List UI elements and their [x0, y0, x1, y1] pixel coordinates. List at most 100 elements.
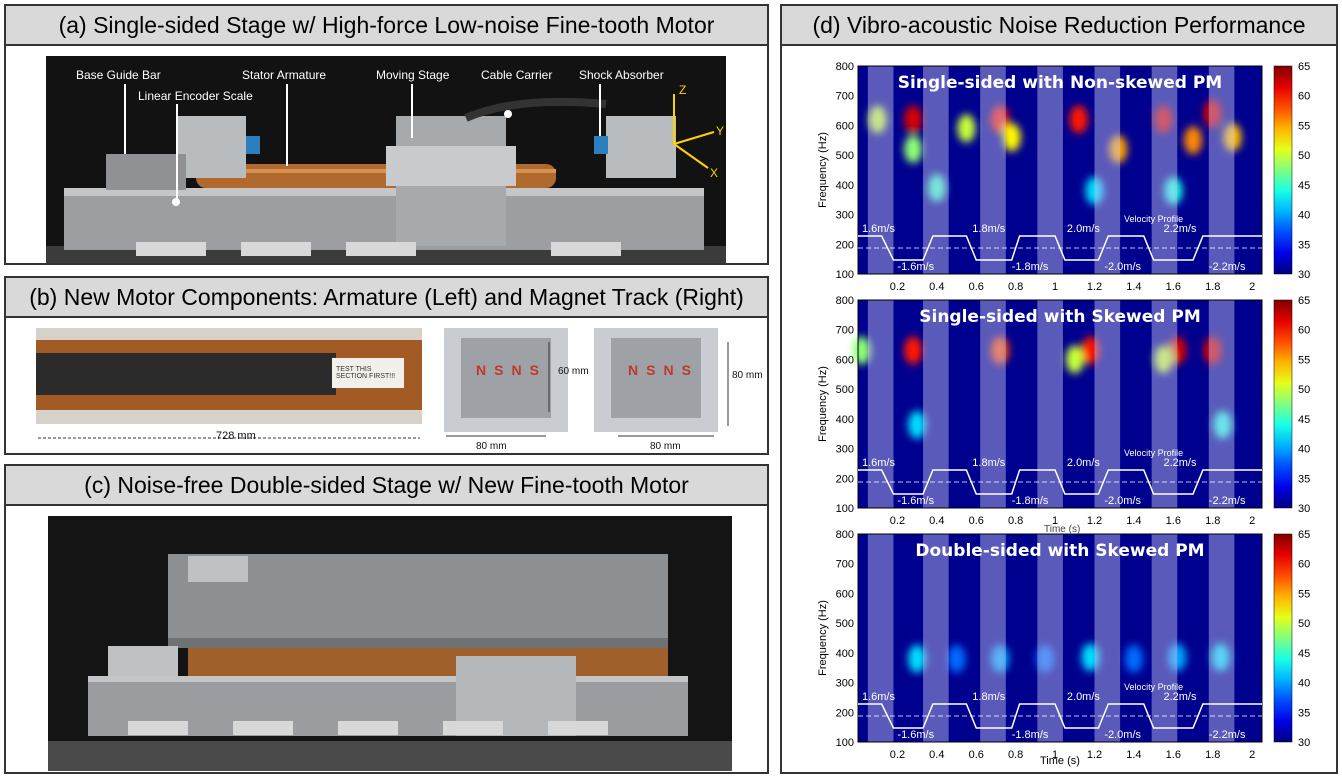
- plot-background: [858, 534, 1262, 742]
- velocity-profile-line: [858, 703, 1262, 729]
- x-tick-10: 2: [1249, 281, 1255, 293]
- x-tick-7: 1.4: [1126, 749, 1141, 761]
- hotspot-1: [904, 336, 923, 365]
- track2-mark-4: S: [681, 362, 699, 378]
- track2-mark-1: N: [628, 362, 647, 378]
- hotspot-8: [1154, 105, 1173, 134]
- panel-c-title: (c) Noise-free Double-sided Stage w/ New…: [6, 466, 767, 506]
- velocity-label-7: 2.2m/s: [1163, 457, 1197, 469]
- hotspot-11: [1223, 123, 1242, 152]
- analysis-band-6: [1151, 534, 1178, 742]
- colorbar-tick-2: 35: [1298, 707, 1310, 719]
- colorbar-tick-2: 35: [1298, 239, 1310, 251]
- velocity-label-3: 1.8m/s: [972, 691, 1006, 703]
- hotspot-10: [1203, 99, 1222, 128]
- single-sided-stage-photo: Base Guide Bar Linear Encoder Scale Stat…: [46, 56, 726, 263]
- hotspot-5: [1211, 643, 1230, 672]
- velocity-label-1: 1.6m/s: [862, 691, 896, 703]
- label-shock-absorber: Shock Absorber: [579, 68, 664, 82]
- y-tick-3: 300: [836, 678, 854, 690]
- velocity-label-5: 2.0m/s: [1067, 691, 1101, 703]
- y-tick-3: 300: [836, 444, 854, 456]
- x-tick-1: 0.2: [890, 749, 905, 761]
- velocity-label-1: 1.6m/s: [862, 223, 896, 235]
- spectrogram-2: 1.6m/s -1.6m/s 1.8m/s -1.8m/s 2.0m/s -2.0m/s 2…: [817, 295, 1310, 527]
- velocity-label-7: 2.2m/s: [1163, 223, 1197, 235]
- hotspot-3: [1081, 336, 1100, 365]
- velocity-label-3: 1.8m/s: [972, 223, 1006, 235]
- label-moving-stage: Moving Stage: [376, 68, 450, 82]
- hotspot-layer: [852, 336, 1232, 439]
- time-overlap-label: Time (s): [1044, 524, 1081, 535]
- y-tick-8: 800: [836, 529, 854, 541]
- velocity-label-4: -1.8m/s: [1012, 495, 1049, 507]
- y-tick-1: 100: [836, 503, 854, 515]
- analysis-band-2: [923, 66, 949, 274]
- velocity-label-6: -2.0m/s: [1104, 261, 1141, 273]
- x-tick-8: 1.6: [1166, 515, 1181, 527]
- analysis-band-3: [980, 534, 1006, 742]
- hotspot-14: [1085, 176, 1104, 205]
- velocity-label-3: 1.8m/s: [972, 457, 1006, 469]
- hotspot-12: [868, 105, 887, 134]
- panel-b: (b) New Motor Components: Armature (Left…: [4, 276, 769, 455]
- analysis-band-7: [1208, 534, 1235, 742]
- x-tick-1: 0.2: [890, 515, 905, 527]
- x-tick-5: 1: [1052, 515, 1058, 527]
- velocity-label-4: -1.8m/s: [1012, 729, 1049, 741]
- velocity-label-8: -2.2m/s: [1209, 261, 1246, 273]
- panel-d: (d) Vibro-acoustic Noise Reduction Perfo…: [780, 4, 1338, 774]
- plot-frame: [857, 65, 1263, 275]
- analysis-band-3: [980, 300, 1006, 508]
- colorbar-tick-6: 55: [1298, 588, 1310, 600]
- y-tick-2: 200: [836, 707, 854, 719]
- y-tick-2: 200: [836, 473, 854, 485]
- double-stage-illustration: [48, 516, 732, 771]
- x-tick-6: 1.2: [1087, 281, 1102, 293]
- colorbar-tick-4: 45: [1298, 180, 1310, 192]
- x-tick-4: 0.8: [1008, 281, 1023, 293]
- track2-mark-2: S: [646, 362, 664, 378]
- velocity-label-2: -1.6m/s: [897, 261, 934, 273]
- colorbar-tick-8: 65: [1298, 295, 1310, 307]
- leader-encoder: [176, 104, 178, 202]
- velocity-label-6: -2.0m/s: [1104, 495, 1141, 507]
- y-axis-label: Frequency (Hz): [817, 600, 829, 676]
- x-tick-10: 2: [1249, 515, 1255, 527]
- analysis-band-5: [1094, 534, 1121, 742]
- hotspot-7: [1065, 345, 1084, 374]
- x-tick-4: 0.8: [1008, 515, 1023, 527]
- velocity-label-5: 2.0m/s: [1067, 457, 1101, 469]
- x-tick-6: 1.2: [1087, 515, 1102, 527]
- analysis-band-2: [923, 534, 949, 742]
- track1-width: 80 mm: [476, 441, 507, 452]
- leader-base-guide: [124, 84, 126, 154]
- velocity-profile-label: Velocity Profile: [1124, 682, 1183, 692]
- colorbar-tick-4: 45: [1298, 414, 1310, 426]
- x-tick-2: 0.4: [929, 749, 944, 761]
- x-tick-7: 1.4: [1126, 515, 1141, 527]
- analysis-band-1: [867, 66, 894, 274]
- y-tick-6: 600: [836, 354, 854, 366]
- y-axis-label: Frequency (Hz): [817, 132, 829, 208]
- hotspot-9: [908, 410, 927, 439]
- panel-b-title: (b) New Motor Components: Armature (Left…: [6, 278, 767, 318]
- axis-x-label: X: [710, 166, 719, 180]
- y-tick-4: 400: [836, 648, 854, 660]
- colorbar-tick-6: 55: [1298, 354, 1310, 366]
- spectrogram-3: 1.6m/s -1.6m/s 1.8m/s -1.8m/s 2.0m/s -2.0m/s 2…: [817, 529, 1310, 761]
- spectrogram-title: Single-sided with Skewed PM: [919, 307, 1201, 327]
- y-tick-7: 700: [836, 325, 854, 337]
- y-tick-1: 100: [836, 737, 854, 749]
- hotspot-8: [1124, 644, 1143, 673]
- x-tick-2: 0.4: [929, 515, 944, 527]
- analysis-band-7: [1208, 300, 1235, 508]
- spectrogram-1: 1.6m/s -1.6m/s 1.8m/s -1.8m/s 2.0m/s -2.0m/s 2…: [817, 61, 1310, 293]
- label-stator-armature: Stator Armature: [242, 68, 327, 82]
- velocity-label-8: -2.2m/s: [1209, 729, 1246, 741]
- x-tick-5: 1: [1052, 281, 1058, 293]
- velocity-label-5: 2.0m/s: [1067, 223, 1101, 235]
- axis-z-label: Z: [679, 83, 687, 97]
- y-axis-label: Frequency (Hz): [817, 366, 829, 442]
- leader-stator: [286, 84, 288, 166]
